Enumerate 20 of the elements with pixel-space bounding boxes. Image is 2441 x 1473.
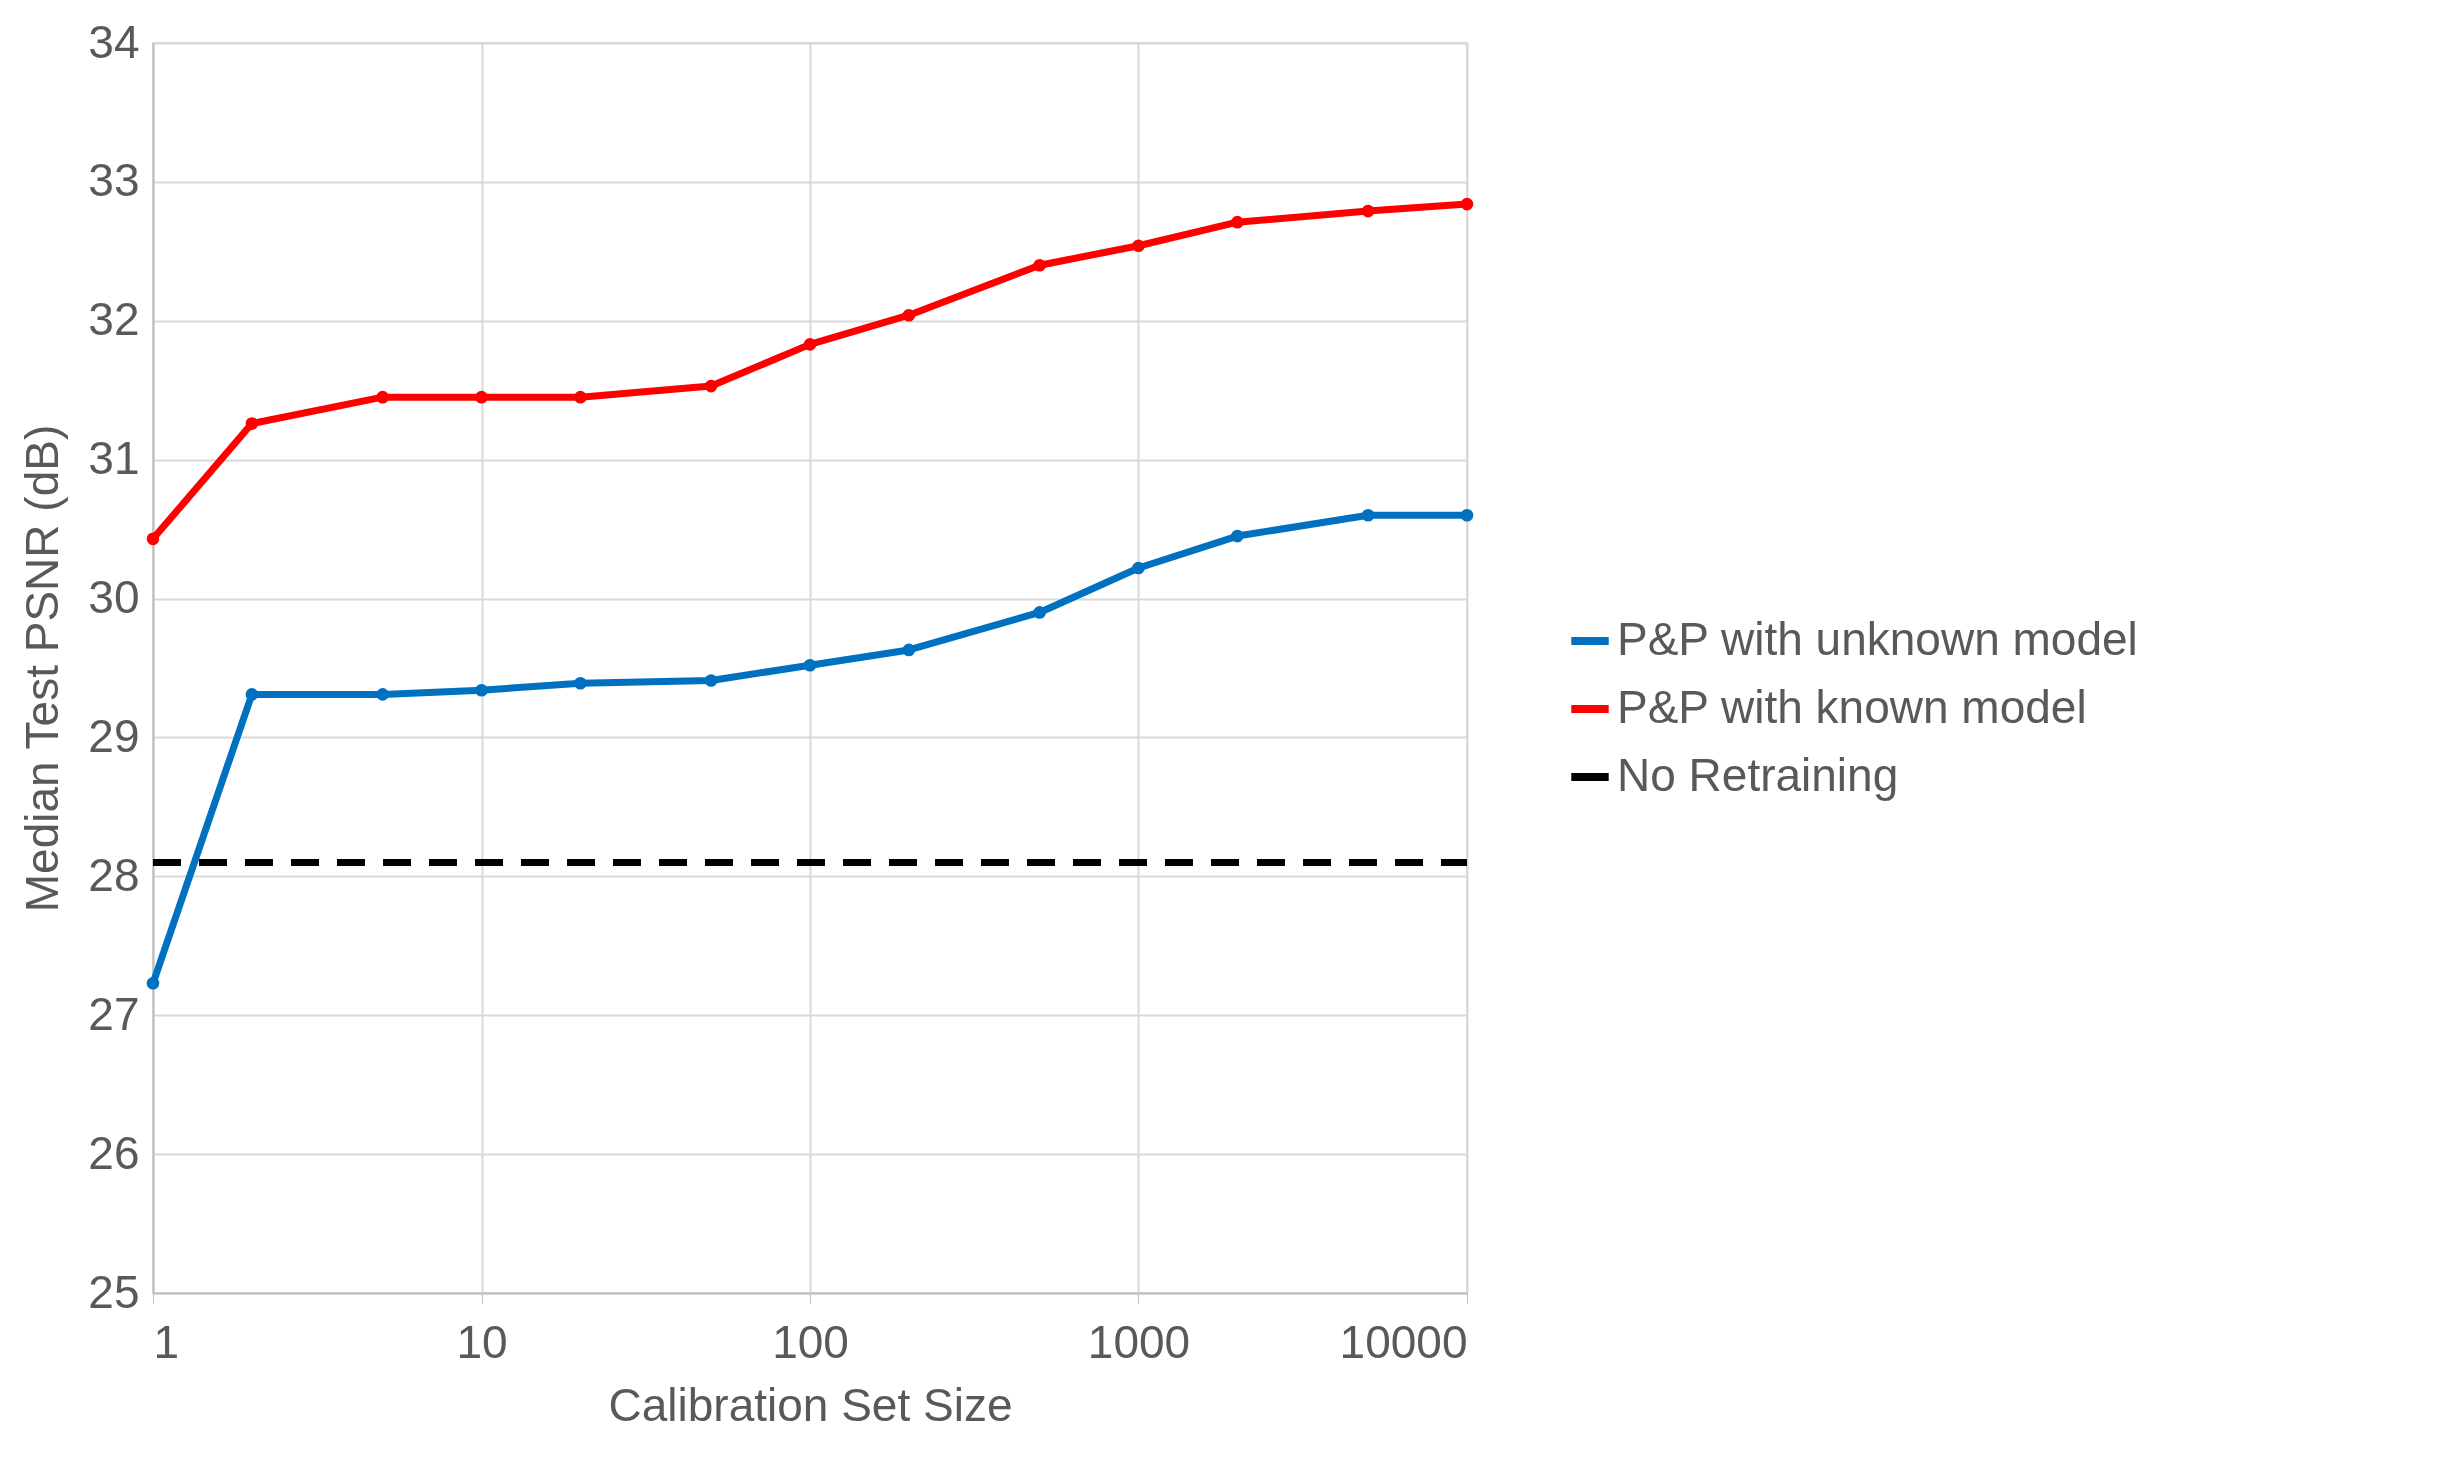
y-axis-title: Median Test PSNR (dB)	[16, 424, 69, 913]
legend-label: P&P with unknown model	[1617, 613, 2138, 665]
y-tick-label: 33	[88, 154, 140, 207]
y-tick-label: 25	[88, 1265, 140, 1318]
y-tick-label: 26	[88, 1126, 140, 1179]
y-tick-label: 29	[88, 709, 140, 762]
y-tick-label: 30	[88, 571, 140, 624]
x-tick-label: 1000	[1087, 1315, 1191, 1368]
y-tick-label: 28	[88, 848, 140, 901]
y-tick-label: 31	[88, 432, 140, 485]
y-tick-label: 27	[88, 987, 140, 1040]
x-tick-label: 10	[456, 1315, 508, 1368]
x-tick-label: 100	[772, 1315, 849, 1368]
x-tick-label: 10000	[1339, 1315, 1468, 1368]
x-tick-label: 1	[153, 1315, 180, 1368]
y-tick-label: 32	[88, 293, 140, 346]
legend-label: No Retraining	[1617, 749, 1899, 801]
y-tick-label: 34	[88, 15, 140, 68]
legend-label: P&P with known model	[1617, 681, 2087, 733]
x-axis-title: Calibration Set Size	[608, 1378, 1013, 1431]
